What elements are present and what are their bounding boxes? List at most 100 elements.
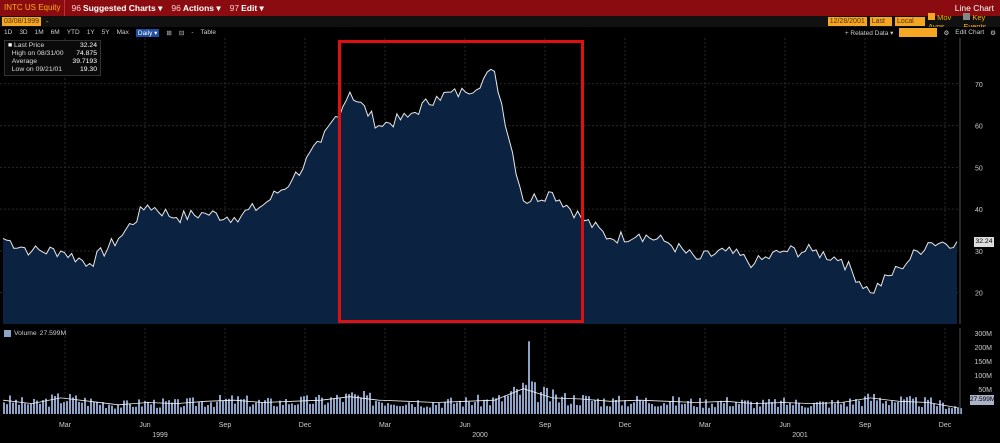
volume-bar xyxy=(519,394,521,414)
volume-bar xyxy=(276,406,278,414)
related-data-button[interactable]: + Related Data ▾ xyxy=(844,29,894,37)
volume-bar xyxy=(297,404,299,414)
volume-bar xyxy=(585,395,587,414)
volume-bar xyxy=(522,382,524,414)
range-ytd[interactable]: YTD xyxy=(66,29,80,36)
volume-bar xyxy=(888,405,890,414)
volume-bar xyxy=(153,399,155,414)
volume-ma-line xyxy=(2,388,958,408)
minus-icon[interactable]: - xyxy=(191,29,194,36)
volume-bar xyxy=(450,397,452,414)
volume-bar xyxy=(78,401,80,414)
ticker-field[interactable]: INTC US Equity xyxy=(0,0,66,16)
price-ytick: 70 xyxy=(975,82,983,89)
range-3d[interactable]: 3D xyxy=(19,29,28,36)
vol-ytick: 300M xyxy=(974,331,992,338)
range-6m[interactable]: 6M xyxy=(50,29,60,36)
volume-bar xyxy=(414,406,416,414)
volume-bar xyxy=(456,402,458,414)
volume-bar xyxy=(912,398,914,414)
volume-bar xyxy=(600,406,602,414)
volume-bar xyxy=(762,399,764,414)
volume-bar xyxy=(123,400,125,414)
end-date-field[interactable]: 12/28/2001 xyxy=(827,17,867,26)
volume-bar xyxy=(642,400,644,414)
volume-bar xyxy=(72,397,74,414)
volume-legend: Volume 27.599M xyxy=(4,330,66,337)
volume-bar xyxy=(363,391,365,414)
volume-bar xyxy=(498,395,500,414)
volume-bar xyxy=(156,407,158,414)
volume-bar xyxy=(48,406,50,414)
edit-menu[interactable]: 97 Edit ▾ xyxy=(229,2,264,13)
volume-chart[interactable] xyxy=(0,328,1000,422)
volume-bar xyxy=(345,393,347,414)
range-5y[interactable]: 5Y xyxy=(101,29,110,36)
volume-bar xyxy=(135,406,137,414)
volume-bar xyxy=(750,401,752,414)
range-max[interactable]: Max xyxy=(116,29,129,36)
volume-bar xyxy=(489,405,491,414)
volume-bar xyxy=(120,407,122,414)
related-data-field[interactable] xyxy=(899,28,938,37)
volume-bar xyxy=(942,402,944,414)
volume-bar xyxy=(453,403,455,414)
volume-bar xyxy=(513,386,515,414)
volume-bar xyxy=(243,399,245,414)
highlight-box xyxy=(338,40,584,323)
volume-bar xyxy=(591,400,593,414)
volume-bar xyxy=(699,398,701,414)
volume-bar xyxy=(114,408,116,414)
volume-bar xyxy=(597,398,599,414)
volume-bar xyxy=(603,398,605,414)
gear-icon[interactable]: ⚙ xyxy=(990,29,996,37)
volume-bar xyxy=(426,406,428,414)
volume-bar xyxy=(744,400,746,414)
field-selector[interactable]: Last Px xyxy=(869,17,892,34)
price-ytick: 60 xyxy=(975,124,983,131)
volume-bar xyxy=(171,402,173,414)
volume-bar xyxy=(492,397,494,414)
date-separator: - xyxy=(46,17,49,26)
suggested-charts-menu[interactable]: 96 Suggested Charts ▾ xyxy=(71,2,163,13)
key-events-toggle[interactable]: Key Events xyxy=(963,12,987,31)
volume-bar xyxy=(573,395,575,414)
zoom-out-icon[interactable]: ⊟ xyxy=(178,29,185,37)
currency-selector[interactable]: Local CCY xyxy=(894,17,926,34)
edit-chart-button[interactable]: Edit Chart xyxy=(955,29,985,36)
volume-bar xyxy=(435,404,437,414)
legend-high: High on 08/31/00 74.875 xyxy=(11,50,97,57)
volume-bar xyxy=(138,399,140,414)
range-1y[interactable]: 1Y xyxy=(86,29,95,36)
period-selector[interactable]: Daily ▾ xyxy=(135,28,160,37)
vol-ytick: 50M xyxy=(978,387,992,394)
volume-bar xyxy=(693,406,695,414)
actions-menu[interactable]: 96 Actions ▾ xyxy=(171,2,221,13)
volume-bar xyxy=(318,394,320,414)
table-button[interactable]: Table xyxy=(200,29,217,36)
volume-bar xyxy=(108,404,110,414)
volume-bar xyxy=(180,407,182,414)
zoom-in-icon[interactable]: ⊞ xyxy=(166,29,172,37)
volume-bar xyxy=(822,401,824,414)
settings-icon[interactable]: ⚙ xyxy=(943,29,950,37)
mov-avgs-toggle[interactable]: Mov Avgs xyxy=(928,12,952,31)
volume-bar xyxy=(909,396,911,414)
volume-bar xyxy=(663,403,665,414)
volume-bar xyxy=(801,405,803,414)
volume-bar xyxy=(696,407,698,414)
volume-bar xyxy=(222,400,224,414)
volume-bar xyxy=(537,402,539,414)
price-ytick: 50 xyxy=(975,165,983,172)
start-date-field[interactable]: 03/08/1999 xyxy=(2,17,42,26)
volume-bar xyxy=(924,397,926,414)
volume-bar xyxy=(639,400,641,414)
range-1m[interactable]: 1M xyxy=(34,29,44,36)
volume-bar xyxy=(675,405,677,414)
volume-bar xyxy=(198,401,200,414)
range-1d[interactable]: 1D xyxy=(4,29,13,36)
volume-bar xyxy=(366,395,368,414)
price-chart[interactable]: 20 30 40 50 60 70 xyxy=(0,38,1000,324)
x-month-tick: Jun xyxy=(779,422,791,429)
volume-bar xyxy=(867,393,869,414)
